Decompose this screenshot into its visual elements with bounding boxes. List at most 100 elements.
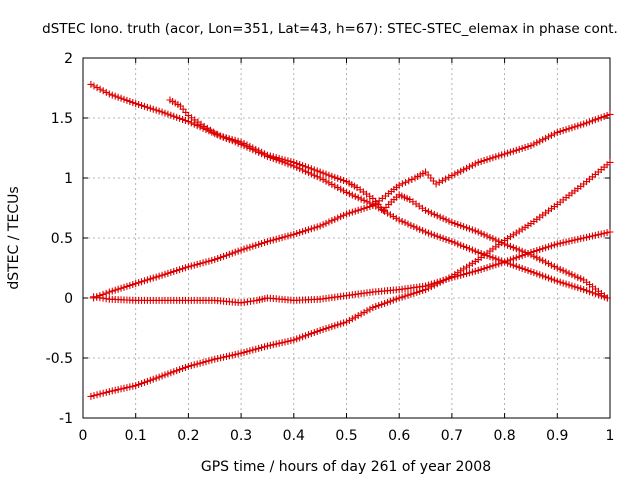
data-point <box>553 277 561 285</box>
data-point <box>410 289 418 297</box>
data-point <box>220 353 228 361</box>
data-point <box>266 237 274 245</box>
data-point <box>240 139 248 147</box>
data-point <box>471 160 479 168</box>
x-tick-label: 0.6 <box>388 428 410 444</box>
data-point <box>550 130 558 138</box>
data-point <box>275 154 283 162</box>
data-point <box>337 213 345 221</box>
data-point <box>357 205 365 213</box>
data-point <box>255 240 263 248</box>
data-point <box>363 203 371 211</box>
data-point <box>193 122 201 130</box>
data-point <box>451 219 459 227</box>
data-point <box>524 267 532 275</box>
data-point <box>246 243 254 251</box>
data-point <box>249 144 257 152</box>
data-point <box>231 248 239 256</box>
y-tick-label: 0 <box>64 291 73 307</box>
data-point <box>111 92 119 100</box>
data-point <box>586 233 594 241</box>
data-point <box>299 162 307 170</box>
data-point <box>302 227 310 235</box>
data-point <box>202 358 210 366</box>
data-point <box>164 269 172 277</box>
data-point <box>504 257 512 265</box>
data-point <box>515 263 523 271</box>
data-point <box>246 347 254 355</box>
data-point <box>217 354 225 362</box>
data-point <box>395 216 403 224</box>
data-point <box>454 221 462 229</box>
data-point <box>214 255 222 263</box>
data-point <box>120 95 128 103</box>
data-point <box>521 265 529 273</box>
data-point <box>132 100 140 108</box>
data-point <box>176 266 184 274</box>
data-point <box>483 232 491 240</box>
data-point <box>474 228 482 236</box>
data-point <box>334 214 342 222</box>
data-point <box>536 271 544 279</box>
data-point <box>243 348 251 356</box>
data-point <box>222 134 230 142</box>
data-point <box>284 232 292 240</box>
data-point <box>319 169 327 177</box>
data-point <box>196 359 204 367</box>
data-point <box>126 281 134 289</box>
data-point <box>480 157 488 165</box>
data-point <box>468 226 476 234</box>
data-point <box>263 342 271 350</box>
data-point <box>328 180 336 188</box>
data-point <box>296 334 304 342</box>
data-point <box>536 137 544 145</box>
data-point <box>331 215 339 223</box>
data-point <box>408 175 416 183</box>
data-point <box>413 224 421 232</box>
data-point <box>296 229 304 237</box>
data-point <box>249 242 257 250</box>
data-point <box>492 255 500 263</box>
data-point <box>577 121 585 129</box>
data-point <box>597 230 605 238</box>
data-point <box>255 344 263 352</box>
data-point <box>363 307 371 315</box>
data-point <box>319 221 327 229</box>
data-point <box>167 369 175 377</box>
data-point <box>512 254 520 262</box>
data-point <box>290 230 298 238</box>
data-point <box>550 263 558 271</box>
data-point <box>360 196 368 204</box>
data-point <box>316 168 324 176</box>
data-point <box>138 101 146 109</box>
data-point <box>114 386 122 394</box>
data-point <box>155 373 163 381</box>
data-point <box>457 241 465 249</box>
data-point <box>574 284 582 292</box>
data-point <box>337 175 345 183</box>
data-point <box>512 262 520 270</box>
data-point <box>457 222 465 230</box>
data-point <box>542 244 550 252</box>
data-point <box>179 115 187 123</box>
data-point <box>272 340 280 348</box>
data-point <box>222 251 230 259</box>
data-point <box>234 247 242 255</box>
data-point <box>591 231 599 239</box>
data-point <box>588 117 596 125</box>
data-point <box>471 267 479 275</box>
data-point <box>600 113 608 121</box>
data-point <box>149 105 157 113</box>
data-point <box>222 353 230 361</box>
data-point <box>433 232 441 240</box>
data-point <box>436 213 444 221</box>
data-point <box>392 214 400 222</box>
data-point <box>512 245 520 253</box>
data-point <box>583 119 591 127</box>
data-point <box>468 246 476 254</box>
data-point <box>530 247 538 255</box>
data-point <box>378 300 386 308</box>
data-point <box>539 272 547 280</box>
data-point <box>261 343 269 351</box>
